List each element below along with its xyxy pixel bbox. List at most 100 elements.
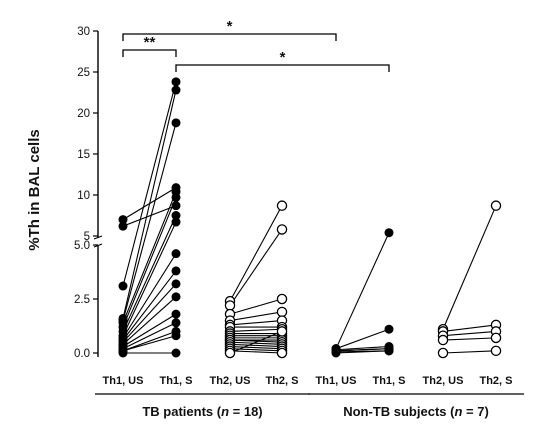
data-point-filled [171, 217, 181, 227]
data-point-open [276, 347, 288, 359]
data-point-filled [118, 281, 128, 291]
pair-line [442, 350, 497, 354]
data-point-open [437, 334, 449, 346]
pair-line [122, 81, 177, 287]
pair-line [229, 328, 283, 332]
data-point-filled [171, 292, 181, 302]
pair-line [229, 341, 283, 345]
significance-label: ** [144, 34, 156, 51]
y-tick-label: 25 [77, 67, 90, 79]
x-tick-label: Th1, US [316, 375, 357, 387]
data-points-layer [118, 77, 502, 359]
data-point-filled [118, 348, 128, 358]
y-tick-label: 2.5 [74, 294, 90, 306]
x-tick-label: Th2, US [423, 375, 464, 387]
data-point-filled [171, 309, 181, 319]
data-point-open [276, 306, 288, 318]
data-point-filled [171, 118, 181, 128]
pair-line [122, 197, 177, 328]
pair-lines-layer [122, 81, 497, 354]
y-tick-label: 30 [77, 26, 90, 38]
pair-line [335, 345, 390, 351]
pair-line [122, 296, 177, 345]
significance-label: * [280, 49, 286, 66]
pair-line [229, 311, 283, 322]
significance-layer: **** [122, 18, 390, 72]
data-point-open [276, 224, 288, 235]
pair-line [122, 205, 177, 227]
pair-line [229, 320, 283, 326]
y-tick-label: 5 [84, 231, 90, 243]
pair-line [229, 330, 283, 354]
pair-line [229, 343, 283, 348]
pair-line [122, 122, 177, 321]
data-point-filled [171, 279, 181, 289]
data-point-filled [171, 318, 181, 328]
pair-line [122, 313, 177, 347]
significance-bracket [122, 33, 337, 41]
y-axis: 5 10 15 20 25 30 0.0 2.5 5.0 [74, 26, 103, 360]
pair-line [122, 283, 177, 343]
pair-line [122, 330, 177, 352]
data-point-open [224, 347, 236, 359]
pair-line [229, 339, 283, 343]
pair-line [229, 350, 283, 354]
pair-line [229, 229, 283, 306]
pair-line [122, 322, 177, 350]
pair-line [122, 221, 177, 336]
data-point-open [437, 347, 449, 359]
data-point-filled [171, 331, 181, 341]
data-point-filled [171, 85, 181, 95]
data-point-open [276, 326, 288, 337]
data-point-filled [171, 266, 181, 276]
group-label: TB patients (n = 18) [142, 404, 262, 419]
pair-line [122, 270, 177, 341]
x-tick-label: Th1, S [372, 375, 405, 387]
pair-line [442, 205, 497, 330]
y-tick-label: 5.0 [74, 240, 90, 252]
pair-line [122, 253, 177, 339]
x-tick-label: Th2, S [265, 375, 298, 387]
y-tick-label: 20 [77, 108, 90, 120]
data-point-filled [171, 348, 181, 358]
data-point-filled [331, 348, 341, 358]
pair-line [122, 89, 177, 319]
data-point-filled [171, 77, 181, 87]
data-point-open [276, 293, 288, 305]
data-point-open [490, 332, 502, 344]
pair-line [335, 348, 390, 352]
pair-line [122, 191, 177, 323]
data-point-open [490, 345, 502, 357]
data-point-open [224, 300, 236, 311]
data-point-filled [384, 228, 394, 238]
pair-line [122, 215, 177, 332]
pair-line [122, 335, 177, 352]
x-axis: Th1, US Th1, S Th2, US Th2, S Th1, US Th1, S T… [95, 375, 524, 419]
pair-line [442, 324, 497, 332]
significance-bracket [175, 64, 390, 72]
data-point-filled [171, 192, 181, 202]
pair-line [229, 298, 283, 315]
pair-line [335, 328, 390, 350]
pair-line [442, 330, 497, 337]
y-axis-break-mark [93, 235, 103, 240]
data-point-filled [171, 201, 181, 211]
significance-bracket [122, 49, 177, 57]
group-label: Non-TB subjects (n = 7) [343, 404, 489, 419]
data-point-filled [171, 249, 181, 259]
data-point-open [490, 200, 502, 211]
y-tick-label: 10 [77, 190, 90, 202]
y-tick-label: 15 [77, 149, 90, 161]
y-tick-label: 0.0 [74, 348, 90, 360]
significance-label: * [227, 18, 233, 35]
data-point-open [276, 200, 288, 211]
data-point-filled [118, 221, 128, 231]
pair-line [335, 232, 390, 349]
pair-line [442, 337, 497, 341]
x-tick-label: Th1, S [159, 375, 192, 387]
pair-line [229, 345, 283, 350]
y-axis-title: %Th in BAL cells [26, 129, 43, 250]
pair-line [335, 350, 390, 354]
pair-line [229, 205, 283, 302]
